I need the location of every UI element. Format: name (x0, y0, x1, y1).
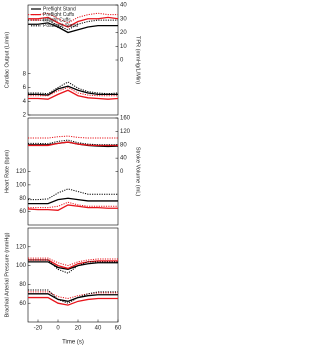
y2-tick-label: 40 (120, 3, 127, 9)
x-tick-label: 0 (56, 326, 60, 332)
series-line (28, 293, 118, 302)
y-tick-label: 80 (19, 196, 26, 202)
series-line (28, 201, 118, 209)
y2-tick-label: 30 (120, 16, 127, 22)
x-tick-label: 60 (115, 326, 122, 332)
series-line (28, 296, 118, 306)
series-line (28, 291, 118, 300)
y-tick-label: 80 (19, 282, 26, 288)
legend-label: Postflight Stand (43, 23, 78, 29)
series-line (28, 257, 118, 267)
series-line (28, 135, 118, 139)
series-line (28, 259, 118, 274)
y-tick-label: 120 (16, 244, 27, 250)
y2-tick-label: 80 (120, 142, 127, 148)
series-line (28, 86, 118, 97)
y-tick-label: 60 (19, 209, 26, 215)
series-line (28, 85, 118, 96)
y-axis-label: Heart Rate (bpm) (4, 150, 10, 193)
legend-label: Preflight Stand (43, 6, 76, 12)
y2-tick-label: 0 (120, 169, 124, 175)
series-line (28, 22, 118, 34)
series-line (28, 16, 119, 28)
y-tick-label: 6 (23, 85, 27, 91)
x-axis-label: Time (s) (62, 340, 84, 346)
series-line (28, 141, 118, 147)
x-tick-label: -20 (34, 326, 43, 332)
y-axis-label: Cardiac Output (L/min) (4, 32, 10, 89)
y2-axis-label: TPR (mmHg/L/Min) (135, 36, 141, 84)
y-tick-label: 120 (16, 169, 27, 175)
legend-label: Inflight Cuffs (43, 18, 71, 24)
series-line (28, 139, 118, 146)
y-tick-label: 8 (23, 71, 27, 77)
series-line (28, 289, 118, 304)
y2-tick-label: 20 (120, 30, 127, 36)
series-line (28, 81, 119, 95)
series-line (28, 197, 118, 205)
y-tick-label: 100 (16, 263, 27, 269)
series-line (27, 204, 118, 211)
y2-axis-label: Stroke Volume (mL) (135, 147, 141, 197)
y-tick-label: 100 (16, 182, 27, 188)
plot-frame (27, 227, 119, 323)
y-tick-label: 4 (23, 99, 27, 105)
y-axis-label: Brachial Arterial Pressure (mmHg) (4, 232, 10, 317)
y2-tick-label: 10 (120, 44, 127, 50)
y2-tick-label: 40 (120, 156, 127, 162)
y-tick-label: 60 (19, 301, 26, 307)
y2-tick-label: 0 (120, 58, 124, 64)
y2-tick-label: 120 (120, 129, 131, 135)
x-tick-label: 20 (75, 326, 82, 332)
plot-frame (27, 117, 119, 226)
series-line (28, 89, 119, 100)
series-line (28, 188, 118, 201)
y-tick-label: 2 (23, 113, 27, 119)
legend-label: Preflight Cuffs (43, 12, 75, 18)
series-line (28, 12, 118, 24)
x-tick-label: 40 (95, 326, 102, 332)
series-line (28, 19, 118, 31)
y2-tick-label: 160 (120, 116, 131, 122)
series-line (28, 261, 118, 271)
